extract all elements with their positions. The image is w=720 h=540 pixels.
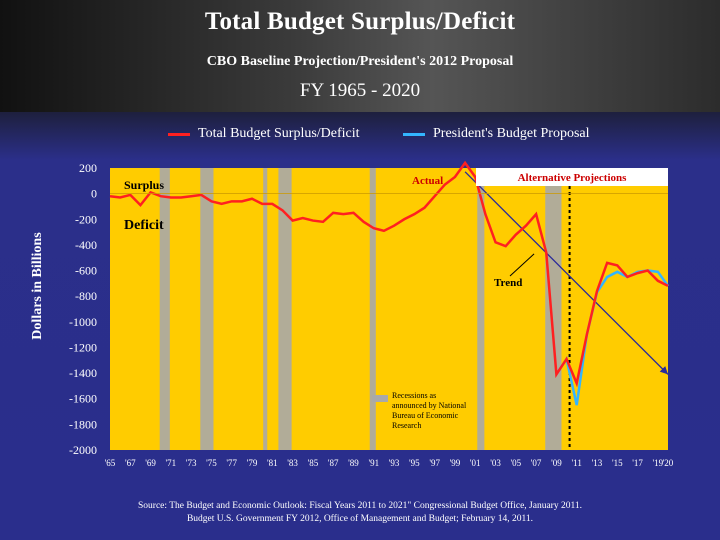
plot-background — [110, 168, 668, 450]
recession-band-2 — [263, 168, 268, 450]
annotation-deficit: Deficit — [124, 218, 164, 233]
x-tick-label-21: '07 — [531, 458, 542, 468]
recession-band-5 — [477, 168, 485, 450]
x-tick-label-14: '93 — [389, 458, 400, 468]
legend-label-proposal: President's Budget Proposal — [433, 126, 590, 141]
x-tick-label-2: '69 — [145, 458, 156, 468]
x-tick-label-1: '67 — [125, 458, 136, 468]
y-tick-labels: 200 0 -200 -400 -600 -800 -1000 -1200 -1400 -1600… — [69, 161, 97, 457]
fiscal-year-range: FY 1965 - 2020 — [299, 80, 421, 101]
x-tick-label-0: '65 — [105, 458, 116, 468]
recession-note-text: Recessions as announced by National Bure… — [392, 391, 467, 430]
y-tick-label-4: -600 — [75, 264, 97, 278]
x-tick-label-26: '17 — [632, 458, 643, 468]
y-tick-label-5: -800 — [75, 289, 97, 303]
x-tick-label-20: '05 — [511, 458, 522, 468]
legend-swatch-red — [168, 132, 190, 136]
source-line-1: Source: The Budget and Economic Outlook:… — [138, 501, 582, 511]
x-tick-label-7: '79 — [247, 458, 258, 468]
legend-label-total: Total Budget Surplus/Deficit — [198, 126, 360, 141]
recession-band-6 — [545, 168, 562, 450]
recession-note: Recessions as announced by National Bure… — [392, 391, 467, 430]
alternative-projections-box — [476, 168, 668, 186]
trend-line — [464, 171, 669, 375]
y-tick-label-10: -1800 — [69, 417, 97, 431]
x-tick-label-28: '20 — [663, 458, 674, 468]
legend-item-total: Total Budget Surplus/Deficit — [168, 124, 360, 144]
x-tick-label-17: '99 — [450, 458, 461, 468]
y-tick-label-7: -1200 — [69, 340, 97, 354]
x-tick-label-13: '91 — [368, 458, 379, 468]
x-tick-label-16: '97 — [429, 458, 440, 468]
x-tick-label-27: '19 — [653, 458, 664, 468]
x-tick-label-25: '15 — [612, 458, 623, 468]
recession-band-4 — [369, 168, 376, 450]
page-subtitle: CBO Baseline Projection/President's 2012… — [206, 54, 514, 69]
x-tick-label-8: '81 — [267, 458, 278, 468]
x-tick-label-11: '87 — [328, 458, 339, 468]
x-tick-label-5: '75 — [206, 458, 217, 468]
series-total-budget — [109, 160, 669, 388]
x-tick-label-6: '77 — [226, 458, 237, 468]
x-tick-label-3: '71 — [166, 458, 177, 468]
y-tick-label-6: -1000 — [69, 315, 97, 329]
x-tick-label-15: '95 — [409, 458, 420, 468]
recession-bands — [159, 168, 562, 450]
recession-band-0 — [159, 168, 170, 450]
y-tick-label-3: -400 — [75, 238, 97, 252]
x-tick-label-23: '11 — [572, 458, 582, 468]
x-tick-label-24: '13 — [592, 458, 603, 468]
x-tick-label-4: '73 — [186, 458, 197, 468]
source-note: Source: The Budget and Economic Outlook:… — [0, 500, 720, 526]
page-title: Total Budget Surplus/Deficit — [204, 8, 516, 35]
x-tick-labels: '65 '67 '69 '71 '73 '75 '77 '79 '81 '83 '85 '87 '89 '… — [105, 458, 674, 468]
legend-swatch-blue — [403, 132, 425, 136]
legend-item-proposal: President's Budget Proposal — [403, 124, 590, 144]
source-line-2: Budget U.S. Government FY 2012, Office o… — [186, 514, 534, 524]
y-tick-label-2: -200 — [75, 212, 97, 226]
annotation-surplus: Surplus — [124, 178, 164, 192]
x-tick-label-19: '03 — [490, 458, 501, 468]
trend-label-pointer — [509, 253, 535, 277]
recession-legend-swatch — [372, 395, 388, 402]
y-tick-label-11: -2000 — [69, 443, 97, 457]
y-tick-label-9: -1600 — [69, 392, 97, 406]
y-tick-label-8: -1400 — [69, 366, 97, 380]
x-tick-label-22: '09 — [551, 458, 562, 468]
annotation-actual: Actual — [412, 175, 443, 187]
x-tick-label-9: '83 — [287, 458, 298, 468]
y-tick-label-0: 200 — [79, 161, 97, 175]
y-tick-label-1: 0 — [91, 187, 97, 201]
annotation-alternative: Alternative Projections — [518, 172, 628, 184]
annotation-trend: Trend — [494, 277, 522, 289]
x-tick-label-12: '89 — [348, 458, 359, 468]
recession-band-3 — [278, 168, 292, 450]
x-tick-label-18: '01 — [470, 458, 481, 468]
recession-band-1 — [200, 168, 214, 450]
x-tick-label-10: '85 — [308, 458, 319, 468]
header-band — [0, 0, 720, 112]
